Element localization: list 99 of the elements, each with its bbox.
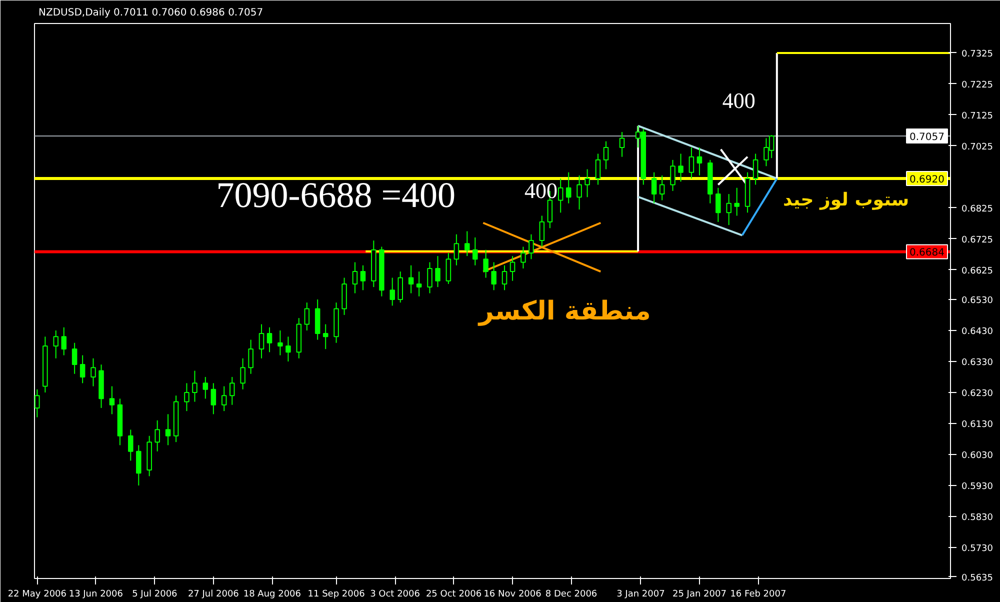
x-tick-label: 11 Sep 2006 — [308, 590, 366, 600]
ref-line-label: 0.6684 — [910, 248, 945, 259]
candlestick — [136, 444, 142, 486]
candlestick — [258, 324, 264, 359]
candlestick — [210, 382, 216, 415]
x-tick-label: 16 Nov 2006 — [484, 590, 542, 600]
candlestick — [446, 252, 452, 284]
candlestick — [72, 342, 78, 374]
candlestick — [670, 159, 676, 192]
candlestick — [603, 140, 609, 170]
candlestick — [510, 256, 516, 282]
x-tick-label: 8 Dec 2006 — [545, 590, 598, 600]
candlestick — [240, 358, 246, 390]
annotation: منطقة الكسر — [476, 296, 651, 327]
annotation: 400 — [722, 88, 756, 114]
y-tick-label: 0.6230 — [962, 388, 994, 399]
x-tick-label: 25 Jan 2007 — [672, 590, 726, 600]
candlestick — [520, 246, 526, 269]
x-tick-label: 25 Oct 2006 — [426, 590, 482, 600]
y-tick-label: 0.5930 — [962, 482, 994, 492]
candlestick — [726, 194, 732, 226]
candlestick — [416, 271, 422, 297]
annotation: 7090-6688 =400 — [216, 174, 456, 215]
x-tick-label: 5 Jul 2006 — [132, 590, 178, 600]
ref-line-label: 0.6920 — [910, 174, 945, 186]
y-tick-label: 0.5830 — [962, 512, 994, 523]
candlestick — [491, 262, 496, 291]
y-tick-label: 0.6330 — [962, 358, 994, 368]
candlestick — [128, 429, 134, 462]
candlestick — [390, 277, 395, 306]
y-tick-label: 0.6030 — [962, 450, 994, 461]
y-tick-label: 0.6130 — [962, 420, 994, 430]
candlestick — [558, 178, 564, 214]
x-tick-label: 18 Aug 2006 — [243, 590, 302, 600]
y-tick-label: 0.7225 — [962, 80, 993, 90]
candlestick — [61, 326, 67, 356]
candlestick — [360, 264, 366, 291]
x-tick-label: 13 Jun 2006 — [68, 590, 124, 600]
candlestick — [352, 262, 358, 294]
candlestick — [483, 249, 488, 278]
candlestick — [716, 187, 721, 222]
chart-title: NZDUSD,Daily 0.7011 0.7060 0.6986 0.7057 — [38, 8, 264, 18]
y-tick-label: 0.5730 — [962, 544, 994, 554]
candlestick — [408, 264, 414, 294]
candlestick — [502, 264, 508, 291]
candlestick — [539, 215, 545, 248]
candlestick — [659, 174, 665, 201]
candlestick — [304, 302, 310, 331]
y-tick-label: 0.6530 — [962, 296, 994, 306]
candlestick — [528, 234, 534, 260]
candlestick — [184, 382, 190, 412]
annotation: ستوب لوز جيد — [783, 189, 910, 210]
candlestick — [584, 168, 590, 198]
y-tick-label: 0.7125 — [962, 111, 993, 122]
candlestick — [752, 153, 758, 186]
y-tick-label: 0.6725 — [962, 235, 993, 246]
ref-line-label: 0.7057 — [910, 132, 945, 144]
candlestick — [427, 262, 432, 294]
candlestick — [678, 153, 684, 182]
candlestick — [696, 147, 702, 176]
candlestick — [278, 330, 283, 356]
candlestick — [248, 339, 254, 374]
candlestick — [202, 376, 208, 400]
candlestick — [286, 336, 291, 362]
x-tick-label: 16 Feb 2007 — [730, 590, 786, 600]
x-tick-label: 3 Oct 2006 — [370, 590, 420, 600]
candlestick — [192, 370, 198, 402]
candlestick — [576, 174, 582, 210]
x-tick-label: 3 Jan 2007 — [616, 590, 665, 600]
candlestick — [651, 172, 657, 204]
candlestick — [221, 386, 227, 412]
y-tick-label: 0.7025 — [962, 142, 993, 152]
candlestick — [109, 386, 115, 415]
candlestick — [595, 153, 601, 186]
candlestick — [454, 234, 460, 266]
y-tick-label: 0.6430 — [962, 326, 994, 337]
candlestick — [90, 358, 96, 387]
y-tick-label: 0.6625 — [962, 266, 993, 276]
candlestick — [619, 132, 625, 158]
candlestick — [734, 187, 740, 216]
candlestick — [80, 354, 86, 384]
candlestick — [165, 414, 171, 446]
y-tick-label: 0.7325 — [962, 49, 993, 60]
x-tick-label: 27 Jul 2006 — [188, 590, 240, 600]
candlestick — [688, 147, 694, 180]
candlestick — [566, 172, 572, 204]
y-tick-label: 0.5635 — [962, 573, 993, 584]
candlestick — [472, 236, 478, 266]
candlestick — [154, 420, 160, 452]
candlestick — [53, 330, 58, 359]
candlestick — [266, 326, 272, 353]
candlestick — [229, 376, 235, 406]
y-tick-label: 0.6825 — [962, 204, 993, 214]
candlestick — [435, 256, 440, 288]
candlestick — [398, 271, 403, 304]
x-tick-label: 22 May 2006 — [8, 590, 67, 600]
candlestick — [322, 324, 328, 350]
candlestick — [464, 230, 470, 257]
annotation: 400 — [524, 178, 558, 204]
